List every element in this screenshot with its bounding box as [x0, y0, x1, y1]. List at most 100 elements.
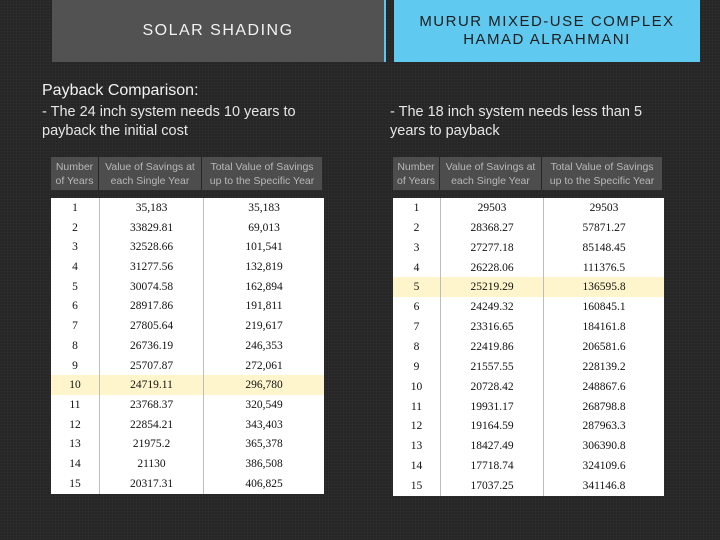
savings-cell: 19164.59: [440, 416, 544, 437]
savings-cell: 22854.21: [99, 414, 204, 435]
year-cell: 4: [51, 257, 100, 277]
savings-cell: 26736.19: [99, 336, 204, 356]
savings-cell: 29503: [440, 198, 544, 218]
savings-cell: 21130: [99, 454, 204, 475]
table-row: 4 31277.56 132,819: [51, 257, 324, 277]
savings-cell: 23768.37: [99, 395, 204, 415]
total-cell: 386,508: [245, 458, 283, 471]
table-row: 9 25707.87 272,061: [51, 355, 324, 376]
table-row: 1 29503 29503: [393, 198, 664, 218]
right-table-header: Number of Years Value of Savings at each S…: [393, 157, 662, 190]
year-cell: 6: [393, 297, 441, 318]
table-row: 4 26228.06 111376.5: [393, 257, 664, 278]
savings-cell: 24249.32: [440, 297, 544, 318]
savings-cell: 17037.25: [440, 476, 544, 496]
table-row: 10 20728.42 248867.6: [393, 376, 664, 397]
year-cell: 2: [393, 217, 441, 238]
year-cell: 4: [393, 257, 441, 278]
table-row: 3 27277.18 85148.45: [393, 237, 664, 258]
total-cell: 85148.45: [582, 241, 626, 254]
total-cell: 111376.5: [582, 261, 626, 274]
total-cell: 341146.8: [582, 480, 626, 493]
total-cell: 306390.8: [582, 440, 626, 453]
table-row: 14 17718.74 324109.6: [393, 456, 664, 477]
header-total-savings: Total Value of Savings up to the Specific…: [549, 160, 655, 187]
year-cell: 13: [51, 434, 100, 455]
savings-cell: 31277.56: [99, 257, 204, 277]
title-project-name: MURUR MIXED-USE COMPLEX: [419, 13, 675, 30]
year-cell: 9: [393, 356, 441, 377]
savings-cell: 21557.55: [440, 356, 544, 377]
savings-cell: 25219.29: [440, 277, 544, 298]
table-row: 6 28917.86 191,811: [51, 296, 324, 317]
savings-cell: 20728.42: [440, 376, 544, 397]
year-cell: 5: [393, 277, 441, 298]
section-subtitle: Payback Comparison:: [42, 82, 199, 99]
table-row: 15 20317.31 406,825: [51, 474, 324, 494]
total-cell: 132,819: [245, 261, 283, 274]
total-cell: 69,013: [248, 221, 280, 234]
note-24-inch: - The 24 inch system needs 10 years to p…: [42, 104, 296, 139]
table-row: 9 21557.55 228139.2: [393, 356, 664, 377]
year-cell: 15: [51, 474, 100, 494]
total-cell: 136595.8: [543, 277, 664, 298]
savings-cell: 19931.17: [440, 396, 544, 417]
total-cell: 29503: [589, 201, 619, 214]
table-row: 13 21975.2 365,378: [51, 434, 324, 455]
year-cell: 8: [51, 336, 100, 356]
year-cell: 3: [393, 237, 441, 258]
total-cell: 57871.27: [582, 221, 626, 234]
year-cell: 13: [393, 436, 441, 457]
total-cell: 272,061: [245, 359, 283, 372]
total-cell: 206581.6: [582, 340, 626, 353]
title-solar-shading: SOLAR SHADING: [52, 0, 386, 62]
year-cell: 10: [393, 376, 441, 397]
total-cell: 287963.3: [582, 420, 626, 433]
year-cell: 12: [51, 414, 100, 435]
savings-cell: 25707.87: [99, 355, 204, 376]
table-row: 11 19931.17 268798.8: [393, 396, 664, 417]
savings-cell: 27277.18: [440, 237, 544, 258]
table-row: 2 33829.81 69,013: [51, 217, 324, 238]
total-cell: 248867.6: [582, 380, 626, 393]
savings-cell: 21975.2: [99, 434, 204, 455]
savings-cell: 17718.74: [440, 456, 544, 477]
year-cell: 5: [51, 276, 100, 297]
savings-cell: 28917.86: [99, 296, 204, 317]
table-row: 5 25219.29 136595.8: [393, 277, 664, 298]
year-cell: 6: [51, 296, 100, 317]
savings-cell: 18427.49: [440, 436, 544, 457]
table-row: 12 19164.59 287963.3: [393, 416, 664, 437]
table-row: 13 18427.49 306390.8: [393, 436, 664, 457]
right-payback-table: 1 29503 29503 2 28368.27 57871.27 3 27277.18 851…: [393, 198, 664, 496]
total-cell: 219,617: [245, 320, 283, 333]
total-cell: 246,353: [245, 339, 283, 352]
table-row: 12 22854.21 343,403: [51, 414, 324, 435]
year-cell: 7: [393, 317, 441, 338]
left-payback-table: 1 35,183 35,183 2 33829.81 69,013 3 32528.66 101…: [51, 198, 324, 494]
year-cell: 12: [393, 416, 441, 437]
year-cell: 11: [393, 396, 441, 417]
total-cell: 343,403: [245, 418, 283, 431]
total-cell: 268798.8: [582, 400, 626, 413]
table-row: 8 22419.86 206581.6: [393, 337, 664, 357]
left-table-header: Number of Years Value of Savings at each S…: [51, 157, 322, 190]
savings-cell: 24719.11: [99, 375, 204, 396]
savings-cell: 26228.06: [440, 257, 544, 278]
savings-cell: 23316.65: [440, 317, 544, 338]
table-row: 5 30074.58 162,894: [51, 276, 324, 297]
year-cell: 15: [393, 476, 441, 496]
total-cell: 160845.1: [582, 301, 626, 314]
table-row: 10 24719.11 296,780: [51, 375, 324, 396]
total-cell: 101,541: [245, 241, 283, 254]
header-years: Number of Years: [51, 157, 99, 190]
year-cell: 14: [51, 454, 100, 475]
table-row: 14 21130 386,508: [51, 454, 324, 475]
savings-cell: 32528.66: [99, 237, 204, 258]
total-cell: 191,811: [245, 300, 283, 313]
title-left-text: SOLAR SHADING: [142, 22, 294, 39]
year-cell: 9: [51, 355, 100, 376]
total-cell: 324109.6: [582, 460, 626, 473]
savings-cell: 33829.81: [99, 217, 204, 238]
header-savings-single-year: Value of Savings at each Single Year: [99, 157, 202, 190]
